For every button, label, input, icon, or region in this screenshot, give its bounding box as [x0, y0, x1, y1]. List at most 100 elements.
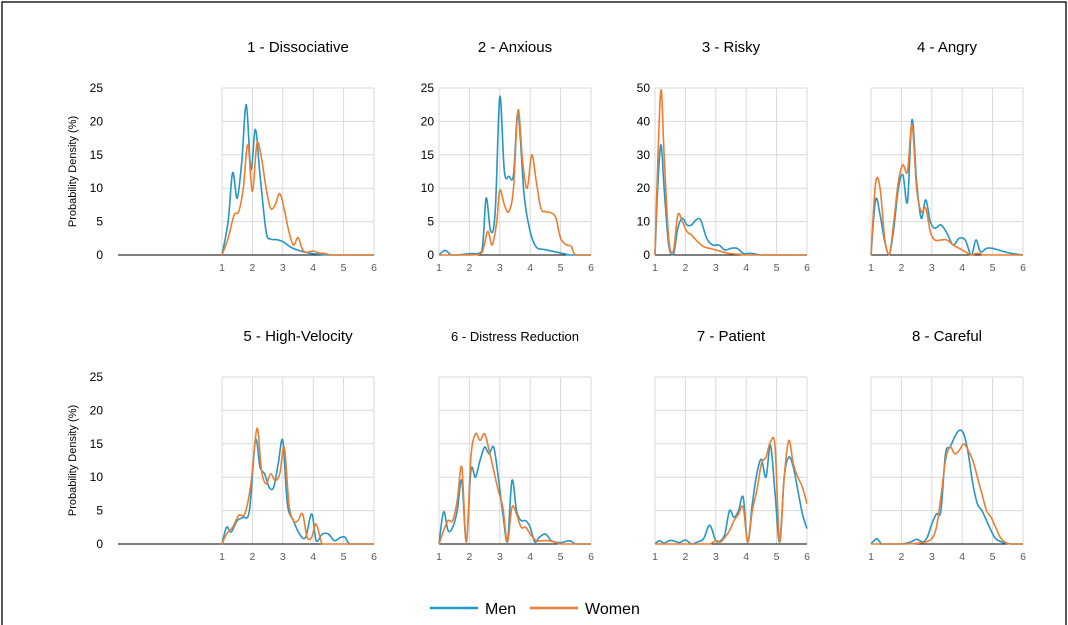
y-tick-label: 0 — [96, 248, 103, 262]
panel-1: 1 - Dissociative 1 2 3 4 5 6 0 5 10 15 20 25 — [90, 39, 377, 274]
x-tick-label: 1 — [436, 551, 442, 563]
panel-title: 6 - Distress Reduction — [451, 329, 579, 344]
x-tick-label: 5 — [558, 551, 564, 563]
panel-title: 4 - Angry — [917, 39, 978, 56]
y-tick-label: 5 — [427, 215, 434, 229]
x-tick-label: 6 — [588, 551, 594, 563]
x-tick-label: 2 — [682, 262, 688, 274]
x-tick-label: 3 — [929, 262, 935, 274]
series-line-women — [438, 432, 591, 545]
series-line-men — [438, 445, 591, 545]
x-tick-label: 2 — [898, 262, 904, 274]
x-tick-label: 5 — [774, 551, 780, 563]
series-line-men — [654, 143, 807, 256]
y-tick-label: 10 — [637, 215, 651, 229]
y-tick-label: 25 — [421, 81, 435, 95]
panel-title: 3 - Risky — [702, 39, 761, 56]
x-tick-label: 1 — [868, 262, 874, 274]
y-axis-title: Probability Density (%) — [67, 405, 79, 516]
x-tick-label: 6 — [804, 262, 810, 274]
x-tick-label: 5 — [341, 551, 347, 563]
panel-title: 2 - Anxious — [478, 39, 552, 56]
series-line-women — [221, 427, 374, 545]
x-tick-label: 2 — [898, 551, 904, 563]
x-tick-label: 5 — [341, 262, 347, 274]
x-tick-label: 3 — [929, 551, 935, 563]
x-tick-label: 6 — [588, 262, 594, 274]
x-tick-label: 3 — [280, 262, 286, 274]
x-tick-label: 3 — [497, 551, 503, 563]
panel-5: 5 - High-Velocity 1 2 3 4 5 6 0 5 10 15 20 25 — [90, 328, 377, 563]
y-tick-label: 5 — [96, 504, 103, 518]
legend: Men Women — [430, 601, 640, 618]
x-tick-label: 5 — [558, 262, 564, 274]
y-axis-title: Probability Density (%) — [67, 116, 79, 227]
legend-label-men: Men — [485, 601, 516, 618]
x-tick-label: 6 — [371, 551, 377, 563]
y-tick-label: 10 — [90, 470, 104, 484]
y-tick-label: 25 — [90, 370, 104, 384]
x-tick-label: 5 — [990, 551, 996, 563]
x-tick-label: 3 — [713, 551, 719, 563]
panel-8: 8 - Careful 1 2 3 4 5 6 — [868, 328, 1026, 563]
x-tick-label: 4 — [959, 551, 965, 563]
x-tick-label: 2 — [466, 551, 472, 563]
y-tick-label: 15 — [90, 148, 104, 162]
x-tick-label: 1 — [436, 262, 442, 274]
legend-label-women: Women — [585, 601, 640, 618]
panel-4: 4 - Angry 1 2 3 4 5 6 — [868, 39, 1026, 274]
x-tick-label: 1 — [219, 262, 225, 274]
panel-3: 3 - Risky 1 2 3 4 5 6 0 10 20 30 40 50 — [637, 39, 810, 274]
y-tick-label: 10 — [421, 181, 435, 195]
panel-title: 1 - Dissociative — [247, 39, 349, 56]
x-tick-label: 4 — [743, 551, 749, 563]
x-tick-label: 3 — [713, 262, 719, 274]
y-tick-label: 25 — [90, 81, 104, 95]
x-tick-label: 1 — [652, 551, 658, 563]
series-line-women — [654, 88, 807, 256]
x-tick-label: 4 — [310, 551, 316, 563]
x-tick-label: 5 — [990, 262, 996, 274]
y-axis-labels: Probability Density (%) Probability Densi… — [67, 116, 79, 516]
x-tick-label: 4 — [527, 551, 533, 563]
panel-title: 5 - High-Velocity — [243, 328, 353, 345]
series-line-women — [439, 109, 591, 256]
x-tick-label: 3 — [497, 262, 503, 274]
x-tick-label: 5 — [774, 262, 780, 274]
series-line-men — [870, 118, 1024, 256]
panel-title: 7 - Patient — [697, 328, 766, 345]
x-tick-label: 2 — [249, 551, 255, 563]
y-tick-label: 20 — [637, 181, 651, 195]
panel-6: 6 - Distress Reduction 1 2 3 4 5 6 — [436, 329, 594, 563]
x-tick-label: 6 — [1020, 262, 1026, 274]
series-line-women — [871, 443, 1023, 545]
x-tick-label: 4 — [743, 262, 749, 274]
y-tick-label: 20 — [421, 114, 435, 128]
panel-title: 8 - Careful — [912, 328, 982, 345]
x-tick-label: 1 — [219, 551, 225, 563]
y-tick-label: 0 — [643, 248, 650, 262]
x-tick-label: 2 — [466, 262, 472, 274]
y-tick-label: 10 — [90, 181, 104, 195]
y-tick-label: 50 — [637, 81, 651, 95]
panel-2: 2 - Anxious 1 2 3 4 5 6 0 5 10 15 20 25 — [421, 39, 594, 274]
y-tick-label: 40 — [637, 114, 651, 128]
panel-7: 7 - Patient 1 2 3 4 5 6 — [652, 328, 810, 563]
x-tick-label: 1 — [868, 551, 874, 563]
series-line-men — [221, 438, 374, 545]
series-line-women — [655, 436, 808, 545]
y-tick-label: 5 — [96, 215, 103, 229]
y-tick-label: 15 — [90, 437, 104, 451]
x-tick-label: 4 — [310, 262, 316, 274]
y-tick-label: 30 — [637, 148, 651, 162]
y-tick-label: 0 — [96, 537, 103, 551]
x-tick-label: 4 — [959, 262, 965, 274]
x-tick-label: 2 — [249, 262, 255, 274]
series-line-women — [870, 123, 1023, 256]
y-tick-label: 0 — [427, 248, 434, 262]
x-tick-label: 6 — [804, 551, 810, 563]
x-tick-label: 2 — [682, 551, 688, 563]
